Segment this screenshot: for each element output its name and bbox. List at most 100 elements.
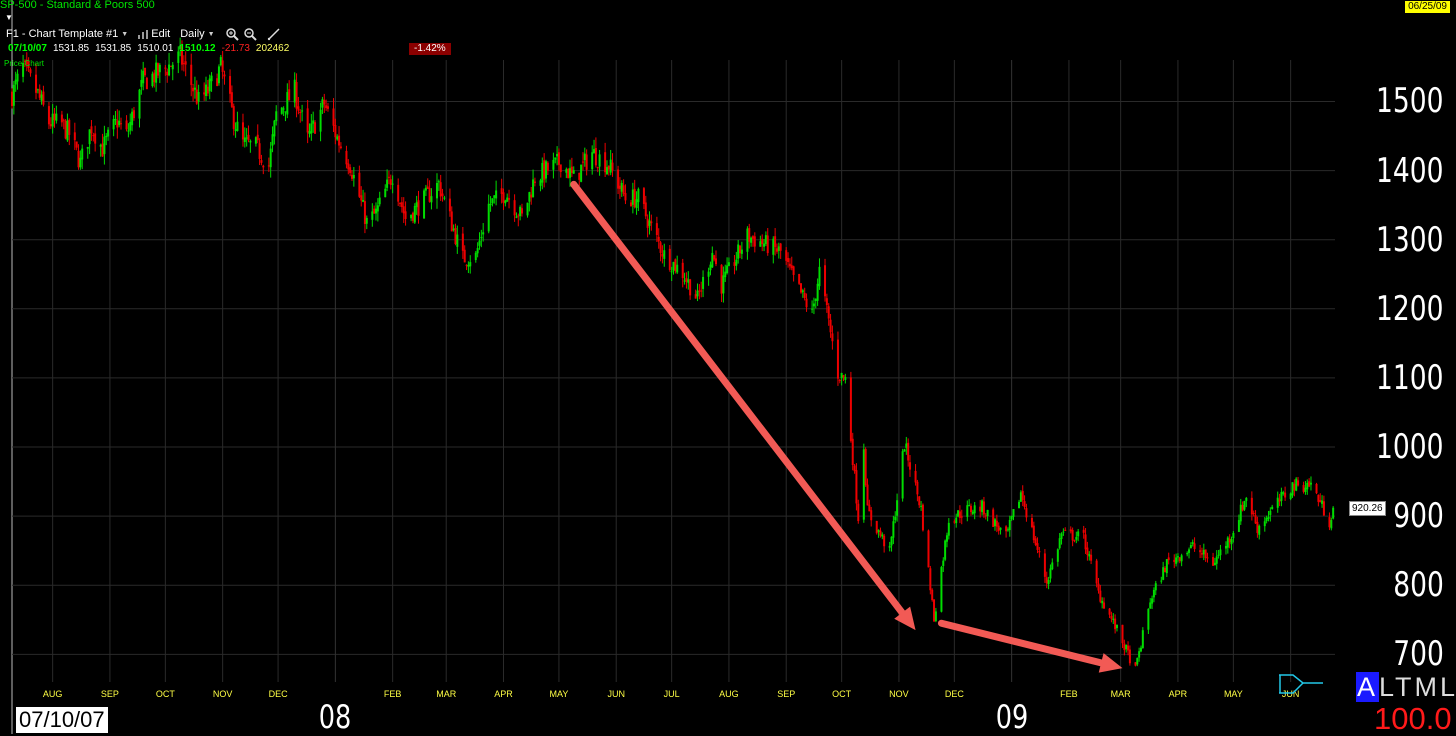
candle-body	[570, 166, 573, 173]
candle-body	[389, 179, 392, 185]
candle-body	[138, 89, 141, 119]
candle-body	[1295, 478, 1298, 491]
candle-body	[1043, 553, 1046, 577]
draw-tool-button[interactable]	[267, 27, 281, 41]
zoom-in-button[interactable]	[225, 27, 239, 41]
candle-body	[759, 241, 762, 247]
candle-body	[349, 167, 352, 173]
candle-body	[1230, 539, 1233, 545]
zoom-out-button[interactable]	[243, 27, 257, 41]
candle-body	[694, 294, 697, 299]
zoom-in-icon	[225, 28, 239, 41]
candle-body	[761, 238, 764, 245]
candle-body	[901, 451, 904, 499]
candle-body	[696, 290, 699, 297]
mode-l2[interactable]: L	[1440, 672, 1456, 702]
candle-body	[1060, 533, 1063, 539]
mode-t[interactable]: T	[1395, 672, 1415, 702]
candle-body	[896, 500, 899, 516]
candle-body	[1322, 501, 1325, 516]
candle-body	[1241, 505, 1244, 511]
candle-body	[864, 449, 867, 485]
candle-body	[230, 92, 233, 107]
candle-body	[918, 496, 921, 506]
y-tick-label: 700	[1393, 634, 1444, 675]
mode-selector[interactable]: ALTML	[1356, 672, 1456, 702]
candle-body	[203, 92, 206, 95]
candle-body	[543, 160, 546, 180]
candle-body	[1077, 531, 1080, 537]
candle-body	[1265, 517, 1268, 522]
candle-body	[1112, 618, 1115, 620]
y-tick-label: 900	[1393, 496, 1444, 537]
candle-body	[1012, 509, 1015, 517]
candle-body	[722, 275, 725, 294]
candle-body	[1032, 525, 1035, 541]
candle-body	[49, 124, 52, 127]
candle-body	[1332, 507, 1335, 519]
y-tick-label: 1000	[1376, 427, 1444, 468]
current-date-badge: 06/25/09	[1405, 1, 1450, 13]
candle-body	[598, 154, 601, 167]
candle-body	[624, 193, 627, 201]
candle-body	[169, 65, 172, 67]
mode-l[interactable]: L	[1379, 672, 1396, 702]
candle-body	[397, 184, 400, 202]
candle-body	[1212, 557, 1215, 566]
candle-body	[1049, 568, 1052, 579]
indicator-icon[interactable]	[1279, 673, 1325, 695]
candle-body	[713, 255, 716, 260]
candle-body	[751, 236, 754, 239]
template-dropdown[interactable]: F1 - Chart Template #1 ▼	[6, 28, 128, 40]
candle-body	[384, 188, 387, 198]
candle-body	[1103, 602, 1106, 609]
candle-body	[914, 470, 917, 483]
candle-body	[855, 470, 858, 504]
candle-body	[339, 146, 342, 149]
candle-body	[1317, 494, 1320, 502]
candle-body	[1189, 544, 1192, 549]
candle-body	[338, 135, 341, 146]
mode-a[interactable]: A	[1356, 672, 1380, 702]
candle-body	[764, 235, 767, 244]
candle-body	[984, 515, 987, 517]
candle-body	[1267, 516, 1270, 519]
candle-body	[995, 520, 998, 527]
candle-body	[1088, 554, 1091, 557]
edit-button[interactable]: Edit	[138, 28, 170, 40]
period-dropdown[interactable]: Daily ▼	[180, 28, 214, 40]
candle-body	[430, 196, 433, 203]
ohlc-open: 1531.85	[52, 43, 90, 54]
candle-body	[73, 132, 76, 141]
candle-body	[411, 212, 414, 221]
candle-body	[1215, 556, 1218, 564]
candle-body	[68, 119, 71, 135]
candle-body	[107, 129, 110, 137]
candle-body	[733, 262, 736, 266]
candle-body	[775, 248, 778, 252]
candle-body	[1019, 492, 1022, 502]
mode-m[interactable]: M	[1414, 672, 1441, 702]
candle-body	[609, 159, 612, 173]
candle-body	[1186, 553, 1189, 555]
y-tick-label: 800	[1393, 565, 1444, 606]
x-tick-label: NOV	[212, 689, 233, 699]
candle-body	[286, 92, 289, 115]
bar-chart-icon	[138, 29, 149, 39]
candle-body	[1271, 506, 1274, 510]
candle-body	[818, 266, 821, 287]
candle-body	[258, 143, 261, 159]
candle-body	[1160, 580, 1163, 582]
ohlc-date: 07/10/07	[8, 43, 47, 54]
candle-body	[131, 111, 134, 126]
candle-body	[197, 91, 200, 102]
candle-body	[1073, 540, 1076, 542]
template-label: F1 - Chart Template #1	[6, 28, 119, 40]
candle-body	[1308, 481, 1311, 487]
candle-body	[591, 152, 594, 170]
candle-body	[1164, 567, 1167, 573]
chevron-down-icon[interactable]: ▼	[5, 13, 13, 22]
candle-body	[27, 61, 30, 69]
candle-body	[360, 195, 363, 201]
